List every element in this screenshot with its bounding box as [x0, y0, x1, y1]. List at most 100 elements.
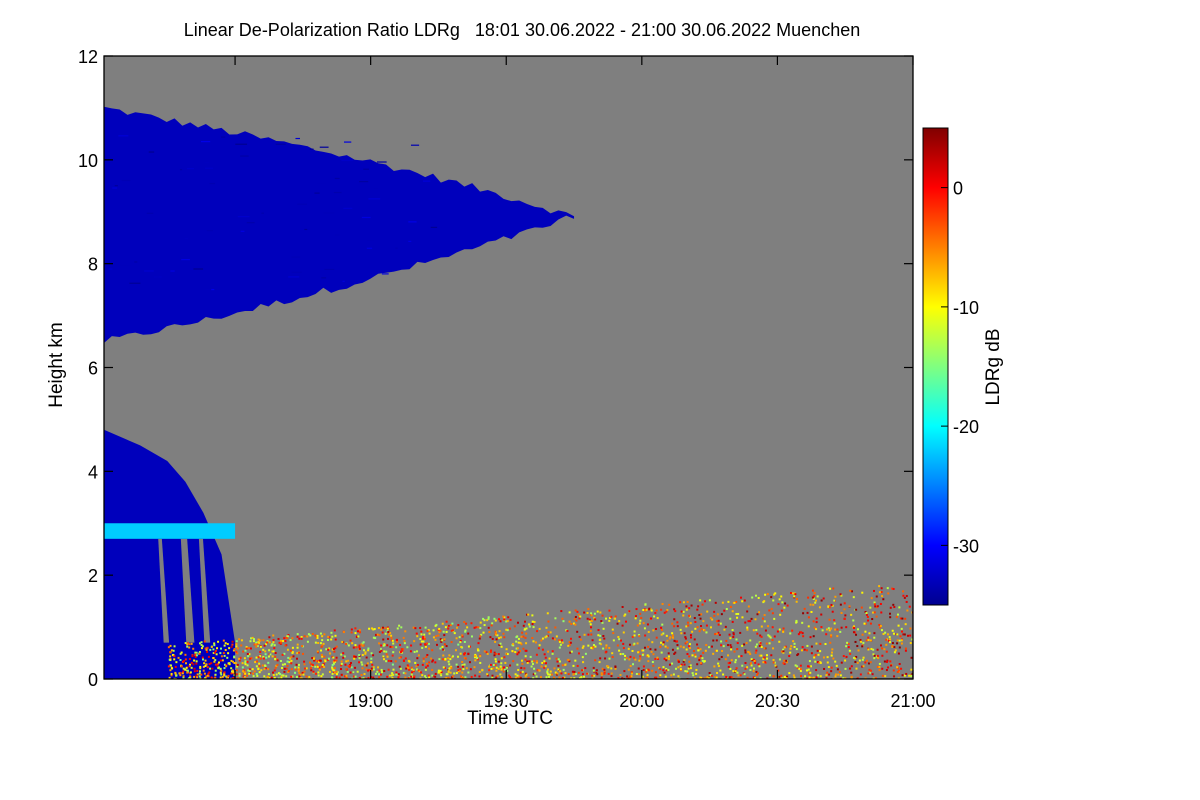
- boundary-layer-pixel: [425, 666, 428, 669]
- boundary-layer-pixel: [577, 652, 580, 655]
- boundary-layer-pixel: [258, 662, 261, 665]
- boundary-layer-pixel: [638, 622, 641, 625]
- boundary-layer-pixel: [590, 626, 593, 629]
- boundary-layer-pixel: [355, 635, 358, 638]
- boundary-layer-pixel: [419, 626, 422, 629]
- boundary-layer-pixel: [543, 653, 546, 656]
- upper-cloud-streak: [341, 159, 354, 162]
- boundary-layer-pixel: [833, 619, 836, 622]
- boundary-layer-pixel: [353, 655, 356, 658]
- boundary-layer-pixel: [573, 670, 576, 673]
- boundary-layer-pixel: [212, 657, 215, 660]
- boundary-layer-pixel: [702, 651, 705, 654]
- boundary-layer-pixel: [402, 671, 405, 674]
- boundary-layer-pixel: [423, 633, 426, 636]
- boundary-layer-pixel: [773, 635, 776, 638]
- boundary-layer-pixel: [358, 676, 361, 679]
- upper-cloud-streak: [408, 240, 412, 242]
- boundary-layer-pixel: [819, 675, 822, 678]
- boundary-layer-pixel: [193, 659, 196, 662]
- boundary-layer-pixel: [437, 671, 440, 674]
- boundary-layer-pixel: [752, 676, 755, 679]
- boundary-layer-pixel: [568, 611, 571, 614]
- boundary-layer-pixel: [843, 608, 846, 611]
- boundary-layer-pixel: [274, 657, 277, 660]
- boundary-layer-pixel: [682, 610, 685, 613]
- boundary-layer-pixel: [391, 646, 394, 649]
- boundary-layer-pixel: [544, 665, 547, 668]
- boundary-layer-pixel: [699, 599, 702, 602]
- boundary-layer-pixel: [272, 638, 275, 641]
- boundary-layer-pixel: [526, 660, 529, 663]
- boundary-layer-pixel: [690, 636, 693, 639]
- boundary-layer-pixel: [612, 639, 615, 642]
- boundary-layer-pixel: [688, 666, 691, 669]
- boundary-layer-pixel: [210, 645, 213, 648]
- boundary-layer-pixel: [397, 673, 400, 676]
- boundary-layer-pixel: [420, 633, 423, 636]
- boundary-layer-pixel: [760, 635, 763, 638]
- boundary-layer-pixel: [432, 636, 435, 639]
- boundary-layer-pixel: [487, 616, 490, 619]
- boundary-layer-pixel: [687, 624, 690, 627]
- boundary-layer-pixel: [503, 636, 506, 639]
- boundary-layer-pixel: [423, 637, 426, 640]
- boundary-layer-pixel: [799, 631, 802, 634]
- boundary-layer-pixel: [476, 648, 479, 651]
- boundary-layer-pixel: [392, 642, 395, 645]
- boundary-layer-pixel: [276, 663, 279, 666]
- boundary-layer-pixel: [450, 629, 453, 632]
- boundary-layer-pixel: [896, 633, 899, 636]
- boundary-layer-pixel: [445, 645, 448, 648]
- boundary-layer-pixel: [655, 676, 658, 679]
- boundary-layer-pixel: [294, 671, 297, 674]
- boundary-layer-pixel: [698, 613, 701, 616]
- boundary-layer-pixel: [328, 636, 331, 639]
- boundary-layer-pixel: [734, 661, 737, 664]
- boundary-layer-pixel: [708, 646, 711, 649]
- boundary-layer-pixel: [231, 640, 234, 643]
- boundary-layer-pixel: [281, 663, 284, 666]
- boundary-layer-pixel: [878, 623, 881, 626]
- upper-cloud-streak: [206, 230, 214, 232]
- boundary-layer-pixel: [825, 633, 828, 636]
- boundary-layer-pixel: [746, 610, 749, 613]
- boundary-layer-pixel: [303, 670, 306, 673]
- boundary-layer-pixel: [447, 624, 450, 627]
- boundary-layer-pixel: [204, 676, 207, 679]
- boundary-layer-pixel: [287, 634, 290, 637]
- boundary-layer-pixel: [294, 668, 297, 671]
- boundary-layer-pixel: [570, 650, 573, 653]
- boundary-layer-pixel: [524, 649, 527, 652]
- boundary-layer-pixel: [772, 661, 775, 664]
- boundary-layer-pixel: [516, 621, 519, 624]
- boundary-layer-pixel: [873, 589, 876, 592]
- boundary-layer-pixel: [743, 599, 746, 602]
- boundary-layer-pixel: [608, 646, 611, 649]
- boundary-layer-pixel: [900, 639, 903, 642]
- boundary-layer-pixel: [607, 672, 610, 675]
- boundary-layer-pixel: [629, 675, 632, 678]
- boundary-layer-pixel: [404, 657, 407, 660]
- boundary-layer-pixel: [267, 668, 270, 671]
- boundary-layer-pixel: [467, 671, 470, 674]
- boundary-layer-pixel: [332, 647, 335, 650]
- boundary-layer-pixel: [482, 617, 485, 620]
- boundary-layer-pixel: [827, 605, 830, 608]
- boundary-layer-pixel: [427, 674, 430, 677]
- boundary-layer-pixel: [740, 655, 743, 658]
- boundary-layer-pixel: [216, 647, 219, 650]
- boundary-layer-pixel: [849, 589, 852, 592]
- boundary-layer-pixel: [812, 635, 815, 638]
- boundary-layer-pixel: [437, 669, 440, 672]
- boundary-layer-pixel: [354, 666, 357, 669]
- boundary-layer-pixel: [622, 642, 625, 645]
- boundary-layer-pixel: [743, 673, 746, 676]
- boundary-layer-pixel: [720, 644, 723, 647]
- boundary-layer-pixel: [244, 672, 247, 675]
- boundary-layer-pixel: [249, 671, 252, 674]
- boundary-layer-pixel: [782, 651, 785, 654]
- boundary-layer-pixel: [642, 622, 645, 625]
- boundary-layer-pixel: [255, 660, 258, 663]
- boundary-layer-pixel: [505, 666, 508, 669]
